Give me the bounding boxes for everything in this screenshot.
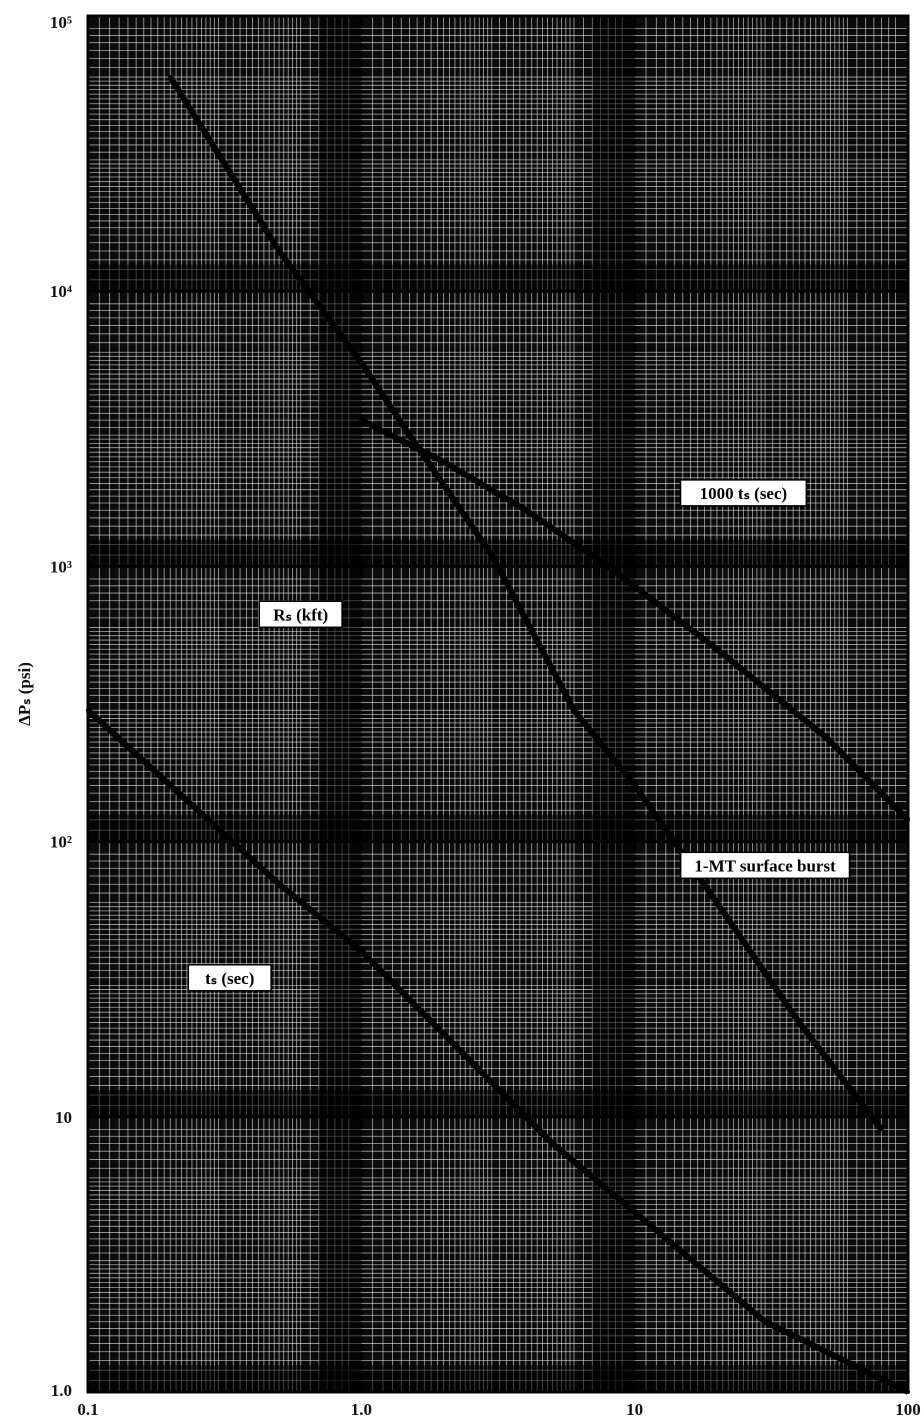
series-layer bbox=[85, 75, 911, 1395]
x-tick-label: 0.1 bbox=[77, 1400, 98, 1419]
y-decade-band bbox=[88, 1365, 908, 1392]
annotation-box bbox=[187, 964, 272, 992]
series-3-point bbox=[606, 564, 611, 569]
series-1-point bbox=[714, 900, 719, 905]
annotation-text: 1000 tₛ (sec) bbox=[700, 484, 788, 503]
series-2-point bbox=[550, 1141, 555, 1146]
series-1-point bbox=[632, 783, 637, 788]
annotation-label: Rₛ (kft) bbox=[258, 600, 343, 629]
series-1-point bbox=[277, 248, 282, 253]
series-3-point bbox=[823, 734, 828, 739]
annotation-label: 1000 tₛ (sec) bbox=[679, 479, 808, 507]
annotation-text: tₛ (sec) bbox=[205, 969, 254, 988]
series-2-point bbox=[86, 708, 90, 713]
y-decade-band bbox=[88, 1090, 908, 1117]
series-2-point bbox=[906, 1390, 910, 1394]
annotation-label: 1-MT surface burst bbox=[679, 851, 851, 880]
x-decade-band bbox=[592, 16, 635, 1392]
series-1-point bbox=[572, 708, 577, 713]
y-tick-label: 10² bbox=[50, 833, 72, 852]
series-line-1 bbox=[167, 75, 884, 1132]
series-2-point bbox=[168, 783, 173, 788]
y-axis-label: ΔPₛ (psi) bbox=[15, 662, 34, 726]
series-1-point bbox=[489, 553, 494, 558]
series-3-point bbox=[523, 508, 528, 513]
series-1-point bbox=[359, 360, 364, 365]
y-decade-band bbox=[88, 264, 908, 292]
x-tick-label: 10 bbox=[626, 1400, 643, 1419]
series-2-point bbox=[763, 1319, 768, 1324]
x-tick-label: 1.0 bbox=[351, 1400, 372, 1419]
annotation-text: Rₛ (kft) bbox=[273, 605, 328, 624]
y-tick-label: 10 bbox=[55, 1108, 72, 1127]
y-tick-label: 10⁵ bbox=[50, 13, 72, 32]
series-2-point bbox=[359, 949, 364, 954]
y-tick-label: 10³ bbox=[50, 557, 72, 576]
series-3-point bbox=[714, 647, 719, 652]
series-3-point bbox=[441, 459, 446, 464]
annotation-box bbox=[679, 479, 808, 507]
series-3-point bbox=[906, 817, 910, 822]
series-2-point bbox=[632, 1210, 637, 1215]
series-3-point bbox=[359, 418, 364, 423]
annotation-box bbox=[679, 851, 851, 880]
series-2-point bbox=[277, 882, 282, 887]
x-decade-band bbox=[318, 16, 362, 1392]
annotation-label: tₛ (sec) bbox=[187, 964, 272, 992]
series-1-point bbox=[407, 433, 412, 438]
series-1-point bbox=[797, 1020, 802, 1025]
series-1-point bbox=[879, 1127, 884, 1132]
plot-area bbox=[88, 16, 908, 1392]
y-tick-label: 1.0 bbox=[51, 1381, 72, 1400]
plot-background bbox=[88, 16, 908, 1392]
plot-frame bbox=[86, 14, 910, 1394]
y-tick-labels: 1.0 10 10² 10³ 10⁴ 10⁵ bbox=[50, 13, 72, 1400]
series-1-point bbox=[168, 75, 173, 80]
annotation-box bbox=[258, 600, 343, 629]
x-tick-label: 100 bbox=[895, 1400, 921, 1419]
y-tick-label: 10⁴ bbox=[50, 282, 72, 301]
series-2-point bbox=[441, 1031, 446, 1036]
x-tick-labels: 0.1 1.0 10 100 bbox=[77, 1400, 920, 1419]
annotations: 1000 tₛ (sec) Rₛ (kft) 1-MT surface burst t… bbox=[187, 479, 851, 992]
annotation-text: 1-MT surface burst bbox=[694, 856, 836, 875]
